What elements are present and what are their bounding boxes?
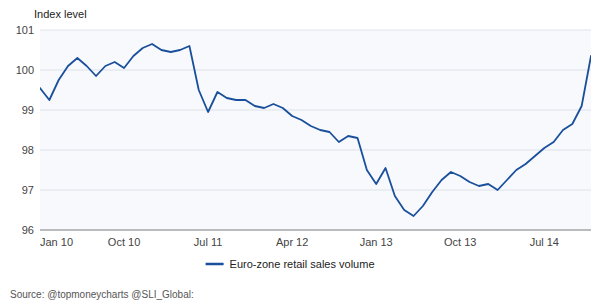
grid-line xyxy=(40,30,591,31)
chart: 96 97 98 99 100 101 Jan 10 Oct 10 Jul 11 Apr 12 Ja… xyxy=(0,0,607,306)
grid-line xyxy=(40,230,591,231)
y-tick-label: 98 xyxy=(22,144,34,156)
legend: Euro-zone retail sales volume xyxy=(206,258,375,270)
y-tick-label: 97 xyxy=(22,184,34,196)
y-tick-label: 99 xyxy=(22,104,34,116)
grid-line xyxy=(40,110,591,111)
y-tick-label: 101 xyxy=(16,24,34,36)
grid-line xyxy=(40,150,591,151)
x-axis-line xyxy=(40,230,591,231)
y-tick-label: 96 xyxy=(22,224,34,236)
x-tick-label: Apr 12 xyxy=(276,236,308,248)
legend-swatch xyxy=(206,263,224,266)
x-tick-label: Jul 14 xyxy=(530,236,559,248)
plot-area xyxy=(40,30,591,230)
grid-line xyxy=(40,70,591,71)
grid-line xyxy=(40,190,591,191)
x-tick-label: Oct 13 xyxy=(444,236,476,248)
x-tick-label: Jan 13 xyxy=(360,236,393,248)
source-note: Source: @topmoneycharts @SLI_Global: xyxy=(10,289,194,300)
y-axis-label: Index level xyxy=(34,8,87,20)
series-group xyxy=(40,44,591,216)
x-tick-label: Jan 10 xyxy=(40,236,73,248)
x-tick-label: Oct 10 xyxy=(108,236,140,248)
y-tick-label: 100 xyxy=(16,64,34,76)
x-tick-label: Jul 11 xyxy=(194,236,223,248)
legend-label: Euro-zone retail sales volume xyxy=(230,258,375,270)
line xyxy=(40,44,591,216)
